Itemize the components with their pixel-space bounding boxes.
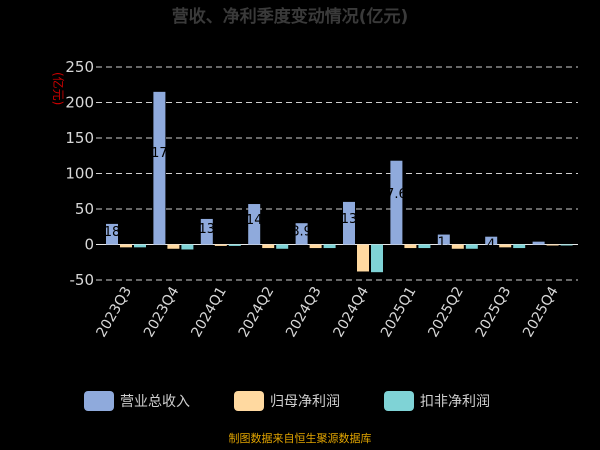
bar-2-2024Q3[interactable] [309,244,322,249]
x-tick-label: 2024Q3 [283,284,325,340]
bar-3-2024Q2[interactable] [276,244,289,249]
x-tick-label: 2024Q1 [188,284,230,340]
y-tick-label: 100 [65,165,94,183]
bar-2-2023Q3[interactable] [120,244,132,248]
legend-label: 扣非净利润 [420,394,490,410]
bar-3-2024Q1[interactable] [228,244,241,246]
legend-item-2[interactable]: 归母净利润 [234,391,340,411]
bar-2-2025Q1[interactable] [404,244,417,249]
bar-3-2024Q3[interactable] [323,244,336,249]
x-tick-label: 2023Q4 [141,284,183,340]
bar-3-2025Q3[interactable] [513,244,526,249]
data-label: 14 [246,213,263,228]
bar-3-2023Q3[interactable] [134,244,146,248]
legend[interactable]: 营业总收入 归母净利润 扣非净利润 [84,391,490,411]
x-tick-label: 2025Q4 [520,284,562,340]
y-axis-unit: (亿元) [51,72,66,105]
bar-1-2025Q2[interactable] [437,234,450,245]
data-label: 1. [438,236,450,251]
x-axis: 2023Q3 2023Q4 2024Q1 2024Q2 2024Q3 2024Q4 2025… [94,284,562,340]
y-tick-label: 50 [75,200,94,218]
x-tick-label: 2025Q3 [473,284,515,340]
data-label: 4 [487,238,495,253]
bar-2-2023Q4[interactable] [167,244,180,249]
bar-3-2025Q1[interactable] [418,244,431,249]
bar-1-2024Q2[interactable] [248,204,261,245]
bar-3-2024Q4[interactable] [371,244,383,273]
data-label: 8.9 [291,225,312,240]
legend-swatch [84,391,114,411]
bar-3-2023Q4[interactable] [181,244,194,250]
bar-1-2024Q1[interactable] [200,218,213,245]
y-tick-label: 200 [65,94,94,112]
bar-1-2023Q3[interactable] [106,223,118,245]
bar-1-2025Q1[interactable] [390,160,403,245]
data-label: 7.6 [386,187,407,202]
y-tick-label: 0 [84,236,94,254]
x-tick-label: 2024Q2 [236,284,278,340]
data-label: 13 [199,222,216,237]
bar-1-2025Q4[interactable] [532,241,545,245]
y-tick-label: 250 [65,58,94,76]
data-label: 17 [151,146,168,161]
bar-1-2024Q3[interactable] [295,223,308,245]
x-tick-label: 2023Q3 [94,284,136,340]
data-labels: 18 17 13 14 8.9 13 7.6 1. 4 [104,146,496,253]
bar-2-2024Q2[interactable] [262,244,275,249]
bar-1-2024Q4[interactable] [343,201,355,245]
legend-swatch [234,391,264,411]
chart-title: 营收、净利季度变动情况(亿元) [172,6,409,27]
data-source-note: 制图数据来自恒生聚源数据库 [229,431,372,445]
legend-swatch [384,391,414,411]
bar-2-2025Q2[interactable] [451,244,464,249]
bar-3-2025Q2[interactable] [465,244,478,249]
bar-1-2023Q4[interactable] [153,91,166,245]
bar-3-2025Q4[interactable] [560,244,573,246]
legend-label: 归母净利润 [270,393,340,410]
y-tick-label: -50 [70,271,95,289]
bar-1-2025Q3[interactable] [485,236,498,245]
legend-item-1[interactable]: 营业总收入 [84,391,190,411]
legend-label: 营业总收入 [120,394,190,410]
x-tick-label: 2025Q1 [378,284,420,340]
data-label: 13 [341,212,358,227]
data-label: 18 [104,225,121,240]
bar-2-2025Q3[interactable] [499,244,512,248]
x-tick-label: 2025Q2 [425,284,467,340]
legend-item-3[interactable]: 扣非净利润 [384,391,490,411]
y-tick-label: 150 [65,129,94,147]
bars [106,91,573,273]
bar-2-2024Q4[interactable] [357,244,369,272]
bar-2-2024Q1[interactable] [214,244,227,246]
y-axis: -50 0 50 100 150 200 250 [65,58,94,289]
bar-2-2025Q4[interactable] [546,244,559,246]
x-tick-label: 2024Q4 [331,284,373,340]
